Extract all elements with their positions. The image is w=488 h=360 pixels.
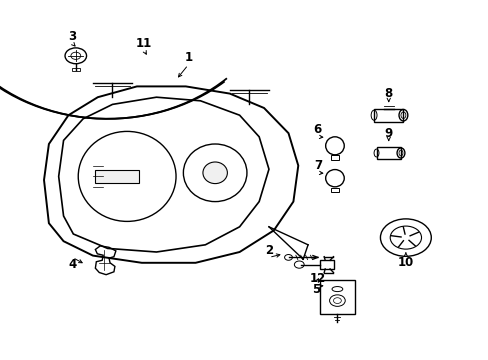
Text: 3: 3	[68, 30, 76, 42]
Text: 8: 8	[384, 87, 392, 100]
Text: 4: 4	[68, 258, 76, 271]
Text: 5: 5	[312, 283, 320, 296]
Text: 12: 12	[309, 273, 325, 285]
Bar	[320, 260, 333, 269]
Text: 11: 11	[136, 37, 152, 50]
Bar	[376, 147, 400, 159]
Bar	[95, 170, 139, 183]
Text: 9: 9	[384, 127, 392, 140]
Ellipse shape	[203, 162, 227, 184]
Bar	[373, 109, 403, 122]
Bar	[330, 155, 338, 160]
Text: 10: 10	[397, 256, 413, 269]
Bar	[319, 280, 354, 314]
Text: 1: 1	[184, 51, 192, 64]
Bar	[330, 188, 338, 192]
Text: 7: 7	[313, 159, 321, 172]
Bar	[72, 68, 80, 71]
Text: 6: 6	[313, 123, 321, 136]
Text: 2: 2	[264, 244, 272, 257]
